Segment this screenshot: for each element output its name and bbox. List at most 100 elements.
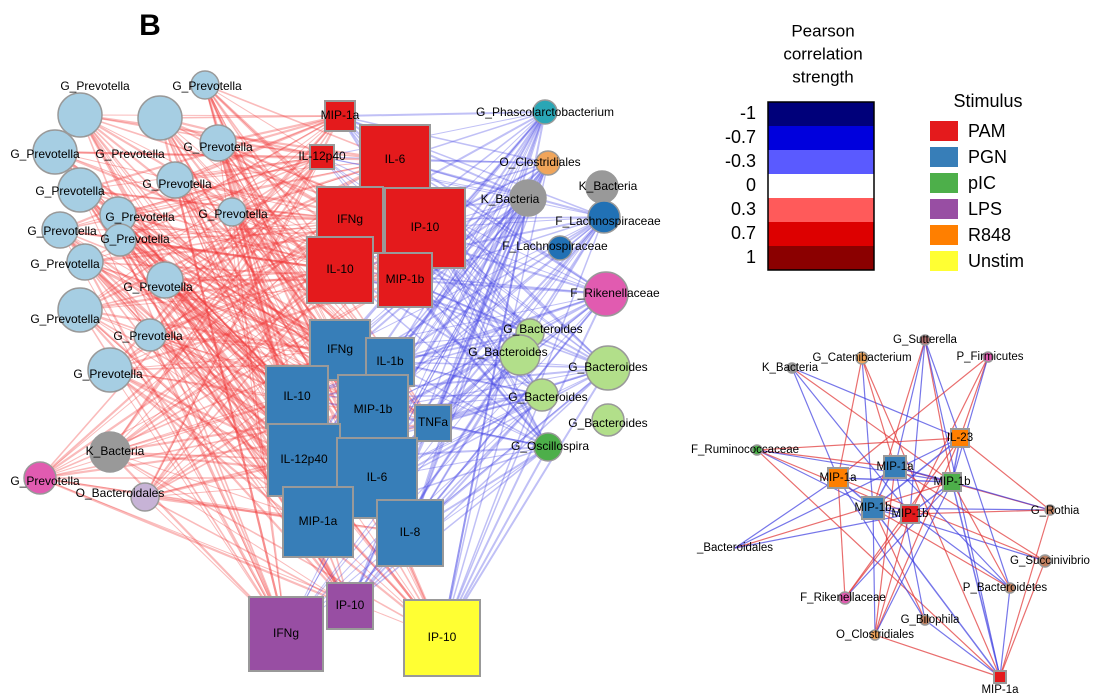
node-label: G_Prevotella	[198, 207, 268, 221]
edge	[79, 268, 341, 312]
edge	[909, 513, 1011, 589]
edge	[441, 197, 529, 639]
node-label: MIP-1a	[981, 684, 1019, 696]
edge	[204, 84, 323, 158]
node-square	[248, 596, 324, 672]
edge	[109, 369, 287, 635]
colorbar-label: 0.7	[731, 223, 756, 243]
node-circle	[156, 161, 194, 199]
node-label: MIP-1b	[891, 508, 928, 520]
node-circle	[585, 345, 631, 391]
node-label: G_Prevotella	[60, 79, 130, 93]
edge	[874, 481, 953, 636]
edge	[441, 367, 609, 639]
edge	[339, 115, 549, 164]
colorbar-frame	[767, 101, 875, 271]
node-label: G_Bacteroides	[468, 345, 547, 359]
node-square	[326, 582, 374, 630]
node-circle	[591, 403, 625, 437]
edge	[791, 367, 911, 515]
node-label: G_Prevotella	[95, 147, 165, 161]
node-label: IL-10	[283, 389, 311, 403]
edge	[872, 507, 876, 636]
edge	[79, 114, 298, 398]
edge	[109, 279, 406, 453]
edge	[54, 151, 351, 221]
legend-title: strength	[792, 67, 853, 86]
edge	[39, 477, 443, 639]
node-circle	[751, 444, 763, 456]
node-label: MIP-1a	[876, 461, 914, 473]
node-label: IL-12p40	[298, 149, 346, 163]
edge	[79, 309, 443, 639]
node-circle	[57, 92, 103, 138]
edge	[872, 507, 926, 621]
legend-label: PGN	[968, 147, 1007, 167]
node-label: G_Bilophila	[901, 614, 960, 626]
edge	[54, 151, 323, 158]
edge	[117, 214, 341, 351]
node-square	[376, 499, 444, 567]
edge	[999, 509, 1051, 678]
edge	[59, 229, 443, 639]
node-label: G_Prevotella	[172, 79, 242, 93]
edge	[173, 179, 288, 635]
node-label: K_Bacteria	[579, 179, 638, 193]
edge	[894, 339, 926, 468]
edge	[432, 367, 609, 424]
edge	[144, 496, 351, 607]
node-label: MIP-1a	[321, 108, 360, 122]
edge	[756, 449, 953, 483]
colorbar-cell	[768, 198, 874, 222]
edge	[389, 361, 543, 396]
legend: Pearson correlation strength -1 -0.7 -0.3 0 0.3…	[725, 21, 1024, 271]
node-label: IP-10	[336, 598, 365, 612]
node-square	[827, 467, 849, 489]
edge	[339, 269, 549, 448]
node-label: IP-10	[411, 220, 440, 234]
edge	[389, 361, 609, 369]
node-circle	[66, 243, 104, 281]
edge	[149, 156, 323, 336]
node-label: G_Prevotella	[105, 210, 175, 224]
edge	[861, 357, 896, 468]
node-circle	[535, 150, 561, 176]
node-label: F_Lachnospiraceae	[555, 214, 661, 228]
node-circle	[87, 347, 133, 393]
edge	[117, 155, 323, 217]
colorbar-cell	[768, 174, 874, 198]
edge	[109, 115, 341, 453]
node-square	[265, 365, 329, 429]
node-label: G_Prevotella	[10, 474, 80, 488]
edge	[109, 451, 443, 639]
edge	[432, 422, 549, 448]
edge	[79, 113, 396, 162]
node-label: F_Rikenellaceae	[800, 592, 886, 604]
edge	[756, 449, 896, 468]
node-label: F_Ruminococcaceae	[691, 444, 799, 456]
panel-label: B	[139, 9, 161, 42]
edge	[174, 115, 341, 181]
edge	[441, 332, 531, 639]
edge	[389, 361, 549, 448]
node-label: G_Prevotella	[113, 329, 183, 343]
edge	[372, 367, 609, 411]
edge	[109, 269, 341, 453]
edge	[174, 155, 323, 182]
edge	[39, 396, 298, 479]
legend-label: Unstim	[968, 251, 1024, 271]
legend-label: LPS	[968, 199, 1002, 219]
legend-swatch	[930, 225, 958, 245]
edge	[999, 587, 1011, 678]
edge	[109, 349, 341, 371]
edge	[432, 111, 546, 424]
node-square	[324, 100, 356, 132]
node-label: IL-12p40	[280, 452, 328, 466]
edge	[79, 159, 396, 311]
edge	[159, 117, 341, 351]
node-label: IL-10	[326, 262, 354, 276]
legend-title: Pearson	[791, 21, 854, 40]
edge	[39, 476, 351, 608]
node-circle	[89, 431, 131, 473]
